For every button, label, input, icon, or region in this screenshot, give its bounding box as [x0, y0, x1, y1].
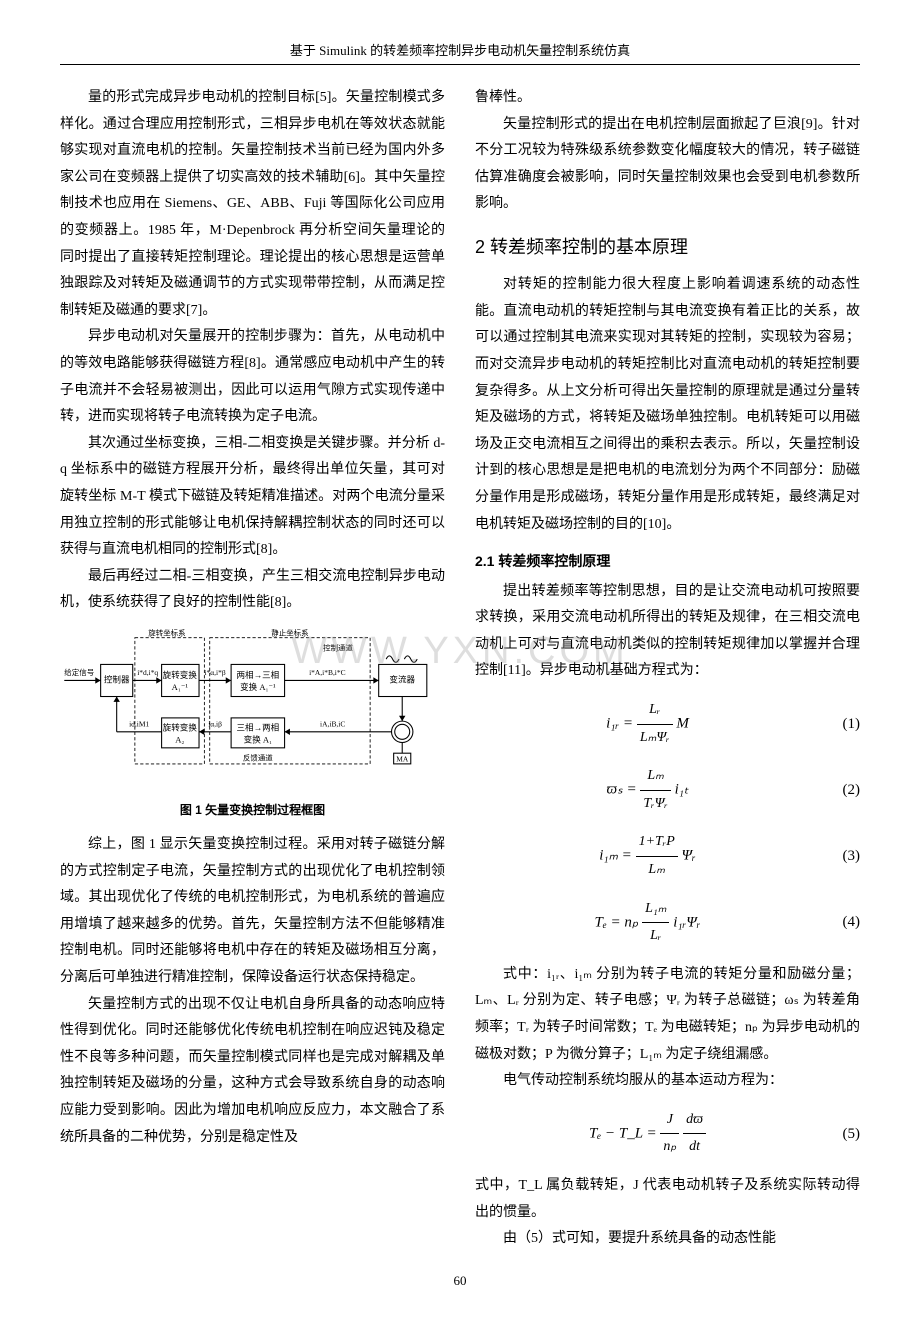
page-number: 60 — [60, 1273, 860, 1289]
figure-1-diagram: 旋转坐标系 静止坐标系 控制通道 给定信号 控制器 i*d,i*q 旋转变换 A… — [60, 627, 445, 777]
right-p1: 鲁棒性。 — [475, 85, 860, 112]
content: 量的形式完成异步电动机的控制目标[5]。矢量控制模式多样化。通过合理应用控制形式… — [60, 85, 860, 1253]
right-p2: 矢量控制形式的提出在电机控制层面掀起了巨浪[9]。针对不分工况较为特殊级系统参数… — [475, 112, 860, 218]
diag-feedback: 反馈通道 — [243, 753, 273, 763]
diag-box-32b: 变换 A₁ — [244, 733, 272, 744]
diag-sig1: i*d,i*q — [137, 668, 158, 677]
section-2-title: 2 转差频率控制的基本原理 — [475, 230, 860, 264]
equation-4: Tₑ = nₚ L₁ₘLᵣ i₁ᵣΨᵣ (4) — [475, 896, 860, 950]
left-p5: 综上，图 1 显示矢量变换控制过程。采用对转子磁链分解的方式控制定子电流，矢量控… — [60, 832, 445, 992]
diag-box-23b: 变换 A₁⁻¹ — [240, 681, 276, 692]
right-p3: 对转矩的控制能力很大程度上影响着调速系统的动态性能。直流电动机的转矩控制与其电流… — [475, 272, 860, 538]
equation-5: Tₑ − T_L = Jnₚ dϖdt (5) — [475, 1107, 860, 1161]
diag-box-23a: 两相→三相 — [236, 669, 279, 680]
left-p2: 异步电动机对矢量展开的控制步骤为：首先，从电动机中的等效电路能够获得磁链方程[8… — [60, 324, 445, 430]
diag-box-rot-a2: 旋转变换 — [163, 721, 198, 732]
equation-1: i₁ᵣ = LᵣLₘΨᵣ M (1) — [475, 697, 860, 751]
equation-2: ϖₛ = LₘTᵣΨᵣ i₁ₜ (2) — [475, 763, 860, 817]
left-p1: 量的形式完成异步电动机的控制目标[5]。矢量控制模式多样化。通过合理应用控制形式… — [60, 85, 445, 324]
right-p7: 式中，T_L 属负载转矩，J 代表电动机转子及系统实际转动得出的惯量。 — [475, 1173, 860, 1226]
diag-box-controller: 控制器 — [104, 673, 130, 684]
diag-sig4: id,iM1 — [129, 719, 149, 728]
diag-sig3: i*A,i*B,i*C — [309, 668, 346, 677]
diag-sig2: i*α,i*β — [204, 668, 225, 677]
diag-box-inverter: 变流器 — [389, 673, 415, 684]
diag-box-rot-a1: 旋转变换 — [163, 669, 198, 680]
equation-3: i₁ₘ = 1+TᵣPLₘ Ψᵣ (3) — [475, 829, 860, 883]
left-p4: 最后再经过二相-三相变换，产生三相交流电控制异步电动机，使系统获得了良好的控制性… — [60, 564, 445, 617]
diag-motor: MA — [396, 755, 409, 764]
diag-label-given: 给定信号 — [64, 667, 94, 677]
page-header: 基于 Simulink 的转差频率控制异步电动机矢量控制系统仿真 — [60, 40, 860, 65]
diag-box-a1inv: A₁⁻¹ — [172, 682, 189, 692]
right-p4: 提出转差频率等控制思想，目的是让交流电动机可按照要求转换，采用交流电动机所得出的… — [475, 579, 860, 685]
diag-label-control-channel: 控制通道 — [323, 642, 353, 652]
diag-label-rotating: 旋转坐标系 — [148, 627, 185, 637]
subsection-2-1-title: 2.1 转差频率控制原理 — [475, 548, 860, 575]
left-p3: 其次通过坐标变换，三相-二相变换是关键步骤。并分析 d-q 坐标系中的磁链方程展… — [60, 431, 445, 564]
diag-label-static: 静止坐标系 — [271, 627, 308, 637]
left-p6: 矢量控制方式的出现不仅让电机自身所具备的动态响应特性得到优化。同时还能够优化传统… — [60, 992, 445, 1152]
right-column: 鲁棒性。 矢量控制形式的提出在电机控制层面掀起了巨浪[9]。针对不分工况较为特殊… — [475, 85, 860, 1253]
diag-sig5: iα,iβ — [208, 719, 222, 728]
right-p5: 式中：i₁ᵣ、i₁ₘ 分别为转子电流的转矩分量和励磁分量；Lₘ、Lᵣ 分别为定、… — [475, 962, 860, 1068]
diag-box-a2: A₂ — [175, 734, 184, 744]
left-column: 量的形式完成异步电动机的控制目标[5]。矢量控制模式多样化。通过合理应用控制形式… — [60, 85, 445, 1253]
diag-sig6: iA,iB,iC — [320, 719, 345, 728]
figure-1-caption: 图 1 矢量变换控制过程框图 — [60, 799, 445, 822]
diag-box-32a: 三相→两相 — [236, 721, 279, 732]
right-p6: 电气传动控制系统均服从的基本运动方程为： — [475, 1068, 860, 1095]
